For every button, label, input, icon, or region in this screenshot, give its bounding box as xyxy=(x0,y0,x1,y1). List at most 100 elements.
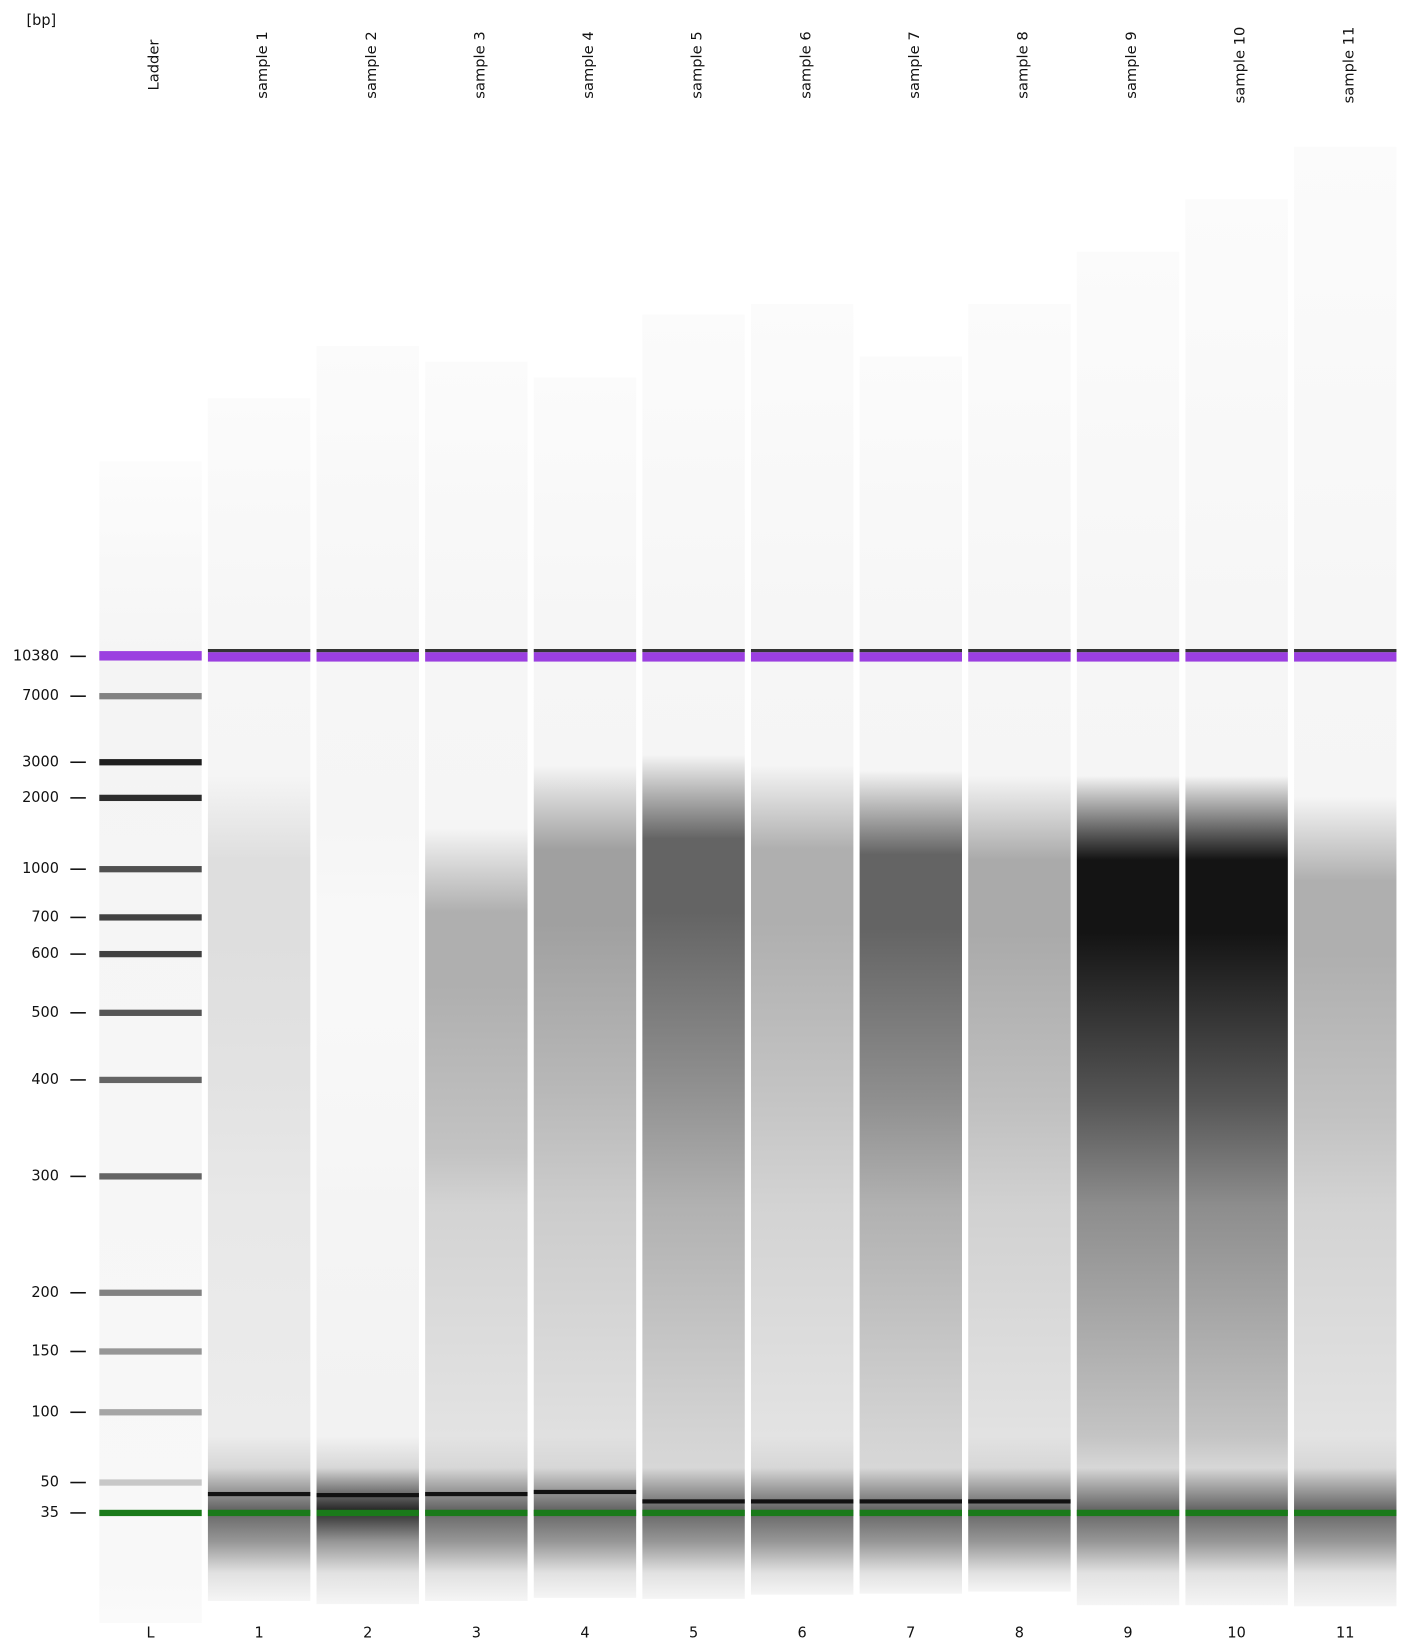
y-tick-label: 50 xyxy=(41,1473,59,1490)
upper-marker xyxy=(968,652,1071,662)
lower-marker xyxy=(425,1509,528,1517)
lane-id: 4 xyxy=(580,1624,589,1641)
lane-id: 6 xyxy=(798,1624,807,1641)
ladder-band xyxy=(99,794,202,802)
lane-name: sample 10 xyxy=(1232,27,1249,104)
lane xyxy=(1294,146,1397,1607)
upper-marker-shadow xyxy=(968,649,1071,653)
lane-id: 7 xyxy=(906,1624,915,1641)
upper-marker xyxy=(207,652,311,662)
lane-name: Ladder xyxy=(146,40,163,91)
lower-marker xyxy=(1185,1509,1288,1517)
y-tick-label: 35 xyxy=(41,1504,59,1521)
lower-band xyxy=(859,1499,962,1504)
ladder-band xyxy=(99,866,202,873)
y-tick-label: 600 xyxy=(31,945,59,962)
lane-name: sample 2 xyxy=(363,31,380,98)
upper-marker-shadow xyxy=(642,649,745,653)
lane-id: 11 xyxy=(1336,1624,1354,1641)
upper-marker-shadow xyxy=(1185,649,1288,653)
lane xyxy=(750,304,854,1595)
lane-name: sample 7 xyxy=(906,31,923,98)
ladder-band xyxy=(99,1289,202,1296)
upper-marker-shadow xyxy=(425,649,528,653)
lane xyxy=(316,345,419,1605)
lower-marker xyxy=(1076,1509,1180,1517)
ladder-band xyxy=(99,1076,202,1084)
lane-name: sample 4 xyxy=(580,31,597,98)
lower-marker xyxy=(859,1509,962,1517)
y-tick-label: 700 xyxy=(31,908,59,925)
lane-name: sample 6 xyxy=(797,31,814,98)
lane-name: sample 11 xyxy=(1340,27,1357,104)
ladder-band xyxy=(99,1409,202,1416)
upper-marker xyxy=(1076,652,1180,662)
lane-id: 5 xyxy=(689,1624,698,1641)
upper-marker xyxy=(1185,652,1288,662)
lane xyxy=(642,314,745,1599)
ladder-band xyxy=(99,914,202,921)
ladder-band xyxy=(99,1479,202,1486)
lane xyxy=(859,356,962,1594)
y-axis-label: [bp] xyxy=(27,12,57,29)
lower-band xyxy=(425,1491,528,1497)
lower-marker xyxy=(968,1509,1071,1517)
lane xyxy=(99,461,202,1624)
y-tick-label: 100 xyxy=(31,1403,59,1420)
lower-band xyxy=(642,1499,745,1504)
lane xyxy=(1185,199,1288,1606)
ladder-band xyxy=(99,1009,202,1016)
lower-marker xyxy=(316,1509,419,1517)
ladder-band xyxy=(99,651,202,661)
upper-marker xyxy=(533,652,637,662)
ladder-band xyxy=(99,1509,202,1517)
lower-marker xyxy=(207,1509,311,1517)
upper-marker-shadow xyxy=(207,649,311,653)
y-tick-label: 150 xyxy=(31,1342,59,1359)
lower-band xyxy=(968,1499,1071,1504)
lane-id: 9 xyxy=(1123,1624,1132,1641)
y-tick-label: 300 xyxy=(31,1167,59,1184)
upper-marker xyxy=(316,652,419,662)
lower-marker xyxy=(533,1509,637,1517)
lane xyxy=(1076,251,1180,1606)
upper-marker-shadow xyxy=(1294,649,1397,653)
lower-marker xyxy=(1294,1509,1397,1517)
ladder-band xyxy=(99,1348,202,1355)
lower-band xyxy=(316,1493,419,1498)
lane-id: 3 xyxy=(472,1624,481,1641)
lane-id: L xyxy=(146,1624,155,1641)
upper-marker xyxy=(859,652,962,662)
ladder-band xyxy=(99,693,202,700)
lane-id: 10 xyxy=(1227,1624,1245,1641)
lower-band xyxy=(750,1499,854,1504)
lane xyxy=(207,398,311,1602)
lane-id: 1 xyxy=(255,1624,264,1641)
upper-marker xyxy=(425,652,528,662)
upper-marker xyxy=(642,652,745,662)
lane-name: sample 9 xyxy=(1123,31,1140,98)
ladder-band xyxy=(99,950,202,958)
lane-id: 8 xyxy=(1015,1624,1024,1641)
upper-marker xyxy=(1294,652,1397,662)
upper-marker-shadow xyxy=(533,649,637,653)
lower-marker xyxy=(750,1509,854,1517)
upper-marker-shadow xyxy=(316,649,419,653)
upper-marker xyxy=(750,652,854,662)
lower-marker xyxy=(642,1509,745,1517)
lower-band xyxy=(533,1489,637,1495)
lane xyxy=(968,304,1071,1592)
lane-name: sample 3 xyxy=(472,31,489,98)
upper-marker-shadow xyxy=(750,649,854,653)
ladder-band xyxy=(99,759,202,766)
y-tick-label: 3000 xyxy=(22,753,59,770)
upper-marker-shadow xyxy=(1076,649,1180,653)
lane-name: sample 8 xyxy=(1015,31,1032,98)
y-tick-label: 400 xyxy=(31,1071,59,1088)
ladder-band xyxy=(99,1173,202,1180)
lower-band xyxy=(207,1491,311,1497)
y-tick-label: 200 xyxy=(31,1284,59,1301)
lane-name: sample 1 xyxy=(254,31,271,98)
